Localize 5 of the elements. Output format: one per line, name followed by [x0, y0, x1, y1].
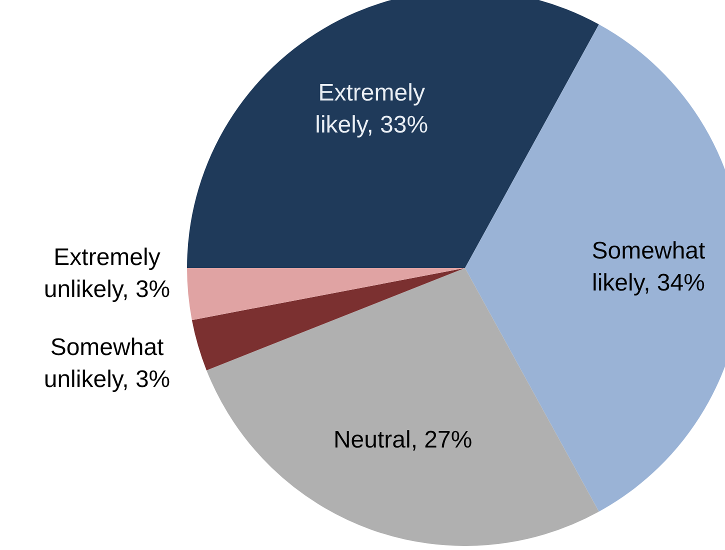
slice-label: Somewhat unlikely, 3%: [44, 334, 170, 393]
slice-label: Extremely likely, 33%: [315, 80, 428, 139]
slice-label: Extremely unlikely, 3%: [44, 244, 170, 303]
slice-label: Neutral, 27%: [333, 426, 472, 454]
slice-label: Somewhat likely, 34%: [592, 238, 706, 297]
